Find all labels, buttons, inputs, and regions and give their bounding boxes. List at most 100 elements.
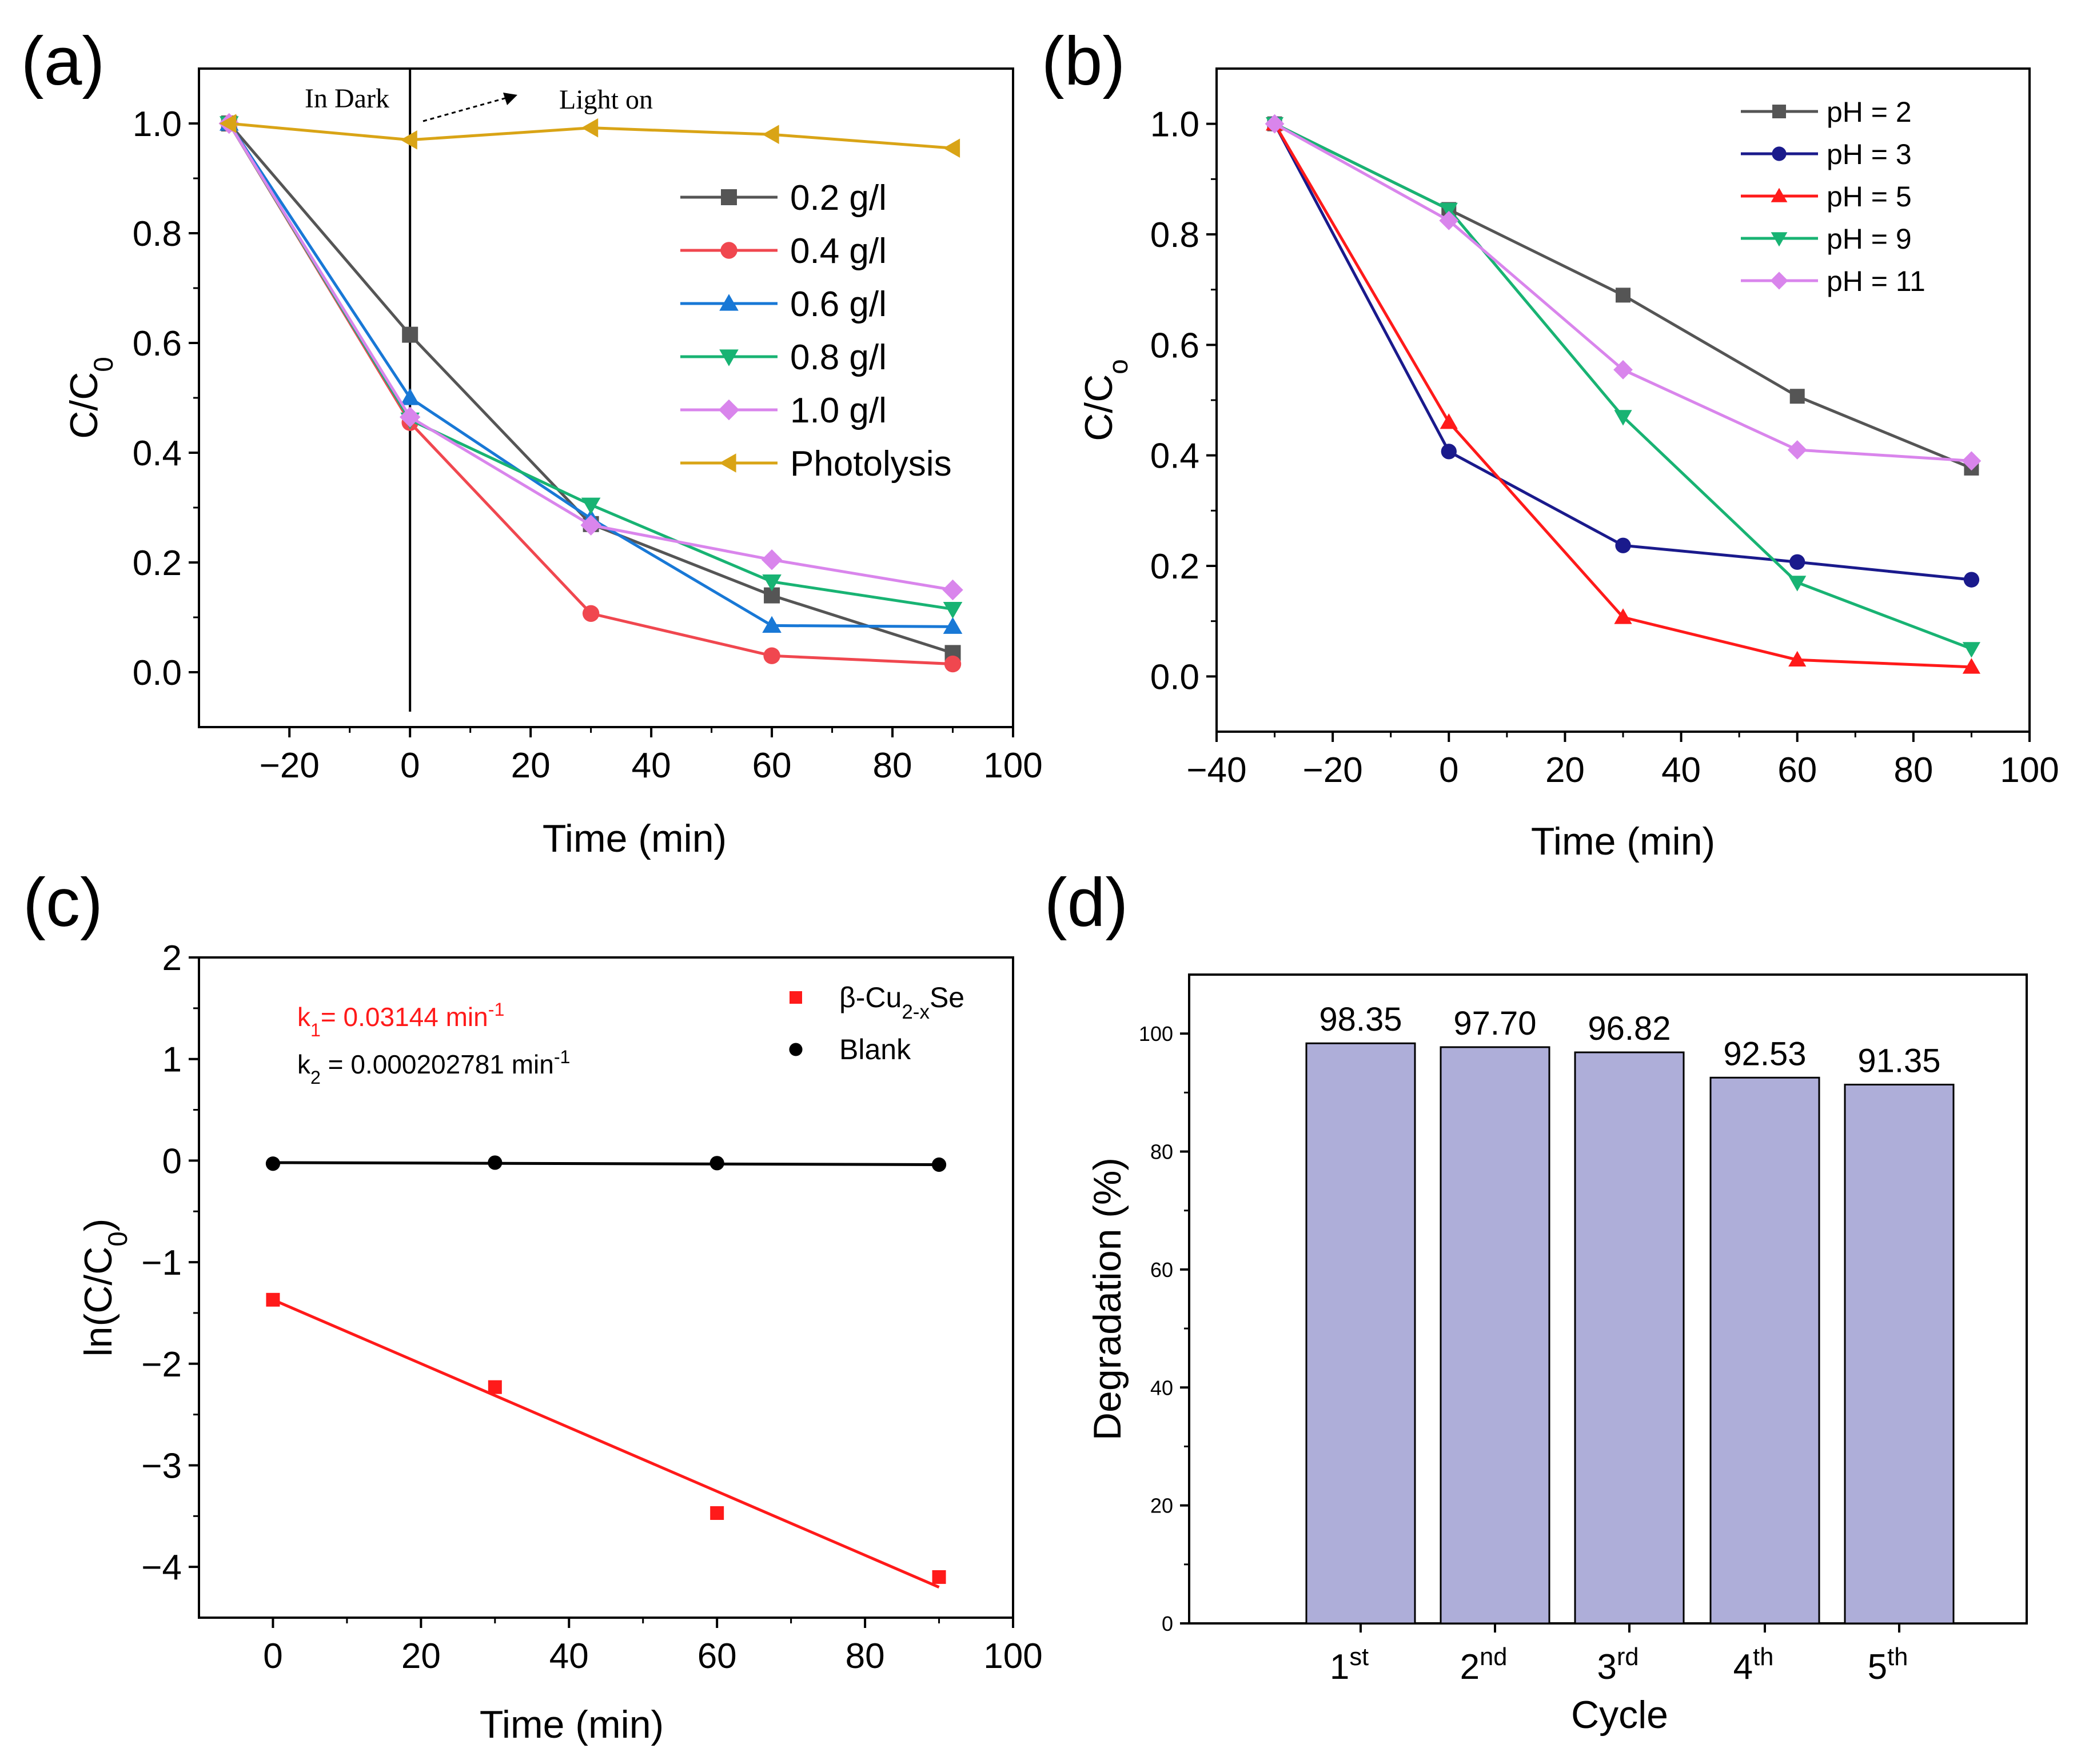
data-point (488, 1155, 503, 1170)
x-tick-label: 4th (1733, 1643, 1774, 1687)
fit-line-0 (272, 1298, 940, 1589)
x-tick-label: 0 (1439, 751, 1458, 790)
y-tick-label: 0 (162, 1142, 182, 1181)
legend-label-part-2: Se (930, 981, 964, 1013)
x-tick-label: 40 (632, 746, 671, 785)
y-tick-label: 100 (1139, 1022, 1173, 1045)
data-point (1963, 572, 1980, 588)
data-point (581, 118, 599, 138)
legend-marker (719, 349, 739, 366)
data-point (942, 579, 963, 601)
data-point (761, 549, 783, 570)
k1-annotation-part-0: k (297, 1002, 311, 1032)
y-axis-title: ln(C/C0) (77, 1219, 133, 1357)
legend-label-part-0: β-Cu (839, 981, 902, 1013)
y-axis-title-part-0: C/C (62, 372, 106, 439)
x-tick-label: 80 (873, 746, 912, 785)
annotation-light-on: Light on (559, 85, 653, 115)
data-point (1787, 440, 1807, 460)
data-point (266, 1292, 280, 1307)
x-tick-label-part-0: 2 (1460, 1647, 1480, 1687)
x-tick-label-part-0: 1 (1330, 1647, 1349, 1687)
x-tick-label: 100 (2000, 751, 2059, 790)
y-tick-label: 2 (162, 939, 182, 978)
bar-value-label: 97.70 (1453, 1005, 1536, 1042)
x-tick-label: 20 (511, 746, 551, 785)
x-tick-label: 60 (697, 1637, 737, 1676)
y-tick-label: 0.0 (1150, 657, 1199, 697)
x-tick-label-part-0: 5 (1868, 1647, 1887, 1687)
panel-label: (c) (23, 864, 103, 941)
data-point (1789, 389, 1805, 404)
k2-annotation-part-2: = 0.000202781 min (321, 1049, 554, 1079)
y-tick-label: 40 (1150, 1376, 1173, 1399)
y-axis-title-part-2: ) (77, 1219, 120, 1232)
data-point (1788, 576, 1807, 592)
legend-label: 0.4 g/l (790, 232, 887, 271)
fit-line-1 (273, 1161, 939, 1166)
panel-label: (a) (21, 23, 105, 99)
x-tick-label: 5th (1868, 1643, 1908, 1687)
legend-marker (718, 399, 740, 421)
x-tick-label: 80 (846, 1637, 885, 1676)
legend-label: Blank (839, 1033, 911, 1065)
x-tick-label: 60 (752, 746, 792, 785)
y-tick-label: 60 (1150, 1258, 1173, 1282)
x-tick-label-part-0: 4 (1733, 1647, 1753, 1687)
legend-label: pH = 2 (1827, 96, 1912, 128)
y-tick-label: 0.0 (133, 653, 182, 693)
legend-label: 0.2 g/l (790, 178, 887, 218)
y-tick-label: 0.8 (133, 214, 182, 254)
data-point (582, 605, 600, 622)
data-point (581, 497, 601, 514)
legend-marker (1771, 187, 1788, 202)
k2-annotation: k2 = 0.000202781 min-1 (297, 1047, 570, 1088)
x-tick-label: 20 (401, 1637, 441, 1676)
legend-label: 1.0 g/l (790, 391, 887, 430)
bar-1 (1305, 1042, 1416, 1625)
legend-marker (790, 991, 802, 1004)
x-tick-label: −20 (1303, 751, 1363, 790)
panel-b: −40 −20 0 20 40 60 80 100 0.0 0.2 0.4 0.6 0.8 1.0 (b) T… (1042, 23, 2059, 863)
legend-label-part-1: 2-x (902, 1001, 930, 1023)
legend-marker (1771, 232, 1788, 247)
bar-value-label: 96.82 (1588, 1010, 1671, 1047)
y-tick-label: −1 (141, 1243, 182, 1283)
legend-marker (1772, 146, 1787, 161)
data-point (400, 388, 420, 405)
data-point (1616, 288, 1630, 303)
k1-annotation-part-3: -1 (488, 999, 505, 1020)
x-tick-label: 0 (400, 746, 420, 785)
y-tick-label: 1 (162, 1040, 182, 1080)
y-tick-label: 0.2 (1150, 547, 1199, 586)
legend-label: pH = 3 (1827, 138, 1912, 170)
data-point (402, 326, 418, 343)
x-tick-label: −40 (1186, 751, 1246, 790)
legend-marker (1772, 105, 1786, 118)
data-point (1962, 451, 1982, 471)
x-tick-label: 100 (983, 746, 1042, 785)
data-point (762, 616, 782, 633)
x-axis-title: Time (min) (480, 1703, 664, 1746)
y-axis-title-part-1: 0 (89, 357, 119, 372)
x-axis-title: Time (min) (543, 817, 727, 860)
y-tick-label: 1.0 (133, 105, 182, 144)
bar-3 (1574, 1051, 1685, 1625)
data-point (580, 514, 601, 536)
data-point (762, 574, 782, 592)
x-tick-label: 100 (983, 1637, 1042, 1676)
y-tick-label: 1.0 (1150, 105, 1199, 145)
legend-label: Photolysis (790, 444, 952, 484)
panel-d: 0 20 40 60 80 100 (d) Cycle Degradation (%) 98.35… (1045, 864, 2028, 1737)
x-tick-label: 0 (263, 1637, 282, 1676)
k2-annotation-part-3: -1 (554, 1047, 571, 1067)
data-point (762, 125, 779, 144)
data-point (943, 602, 963, 619)
y-tick-label: −4 (141, 1548, 182, 1587)
y-axis-title-part-0: ln(C/C (77, 1247, 120, 1357)
x-tick-label-part-1: th (1753, 1643, 1773, 1671)
legend-label: β-Cu2-xSe (839, 981, 964, 1023)
x-axis-title: Cycle (1571, 1693, 1668, 1737)
bar-4 (1709, 1076, 1820, 1625)
